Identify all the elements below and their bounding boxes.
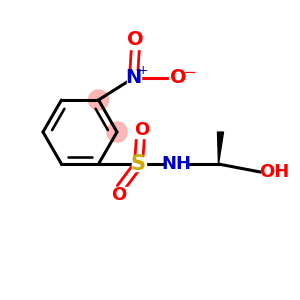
Bar <box>127 31 145 49</box>
Circle shape <box>107 122 127 142</box>
Bar <box>212 116 229 128</box>
Bar <box>263 165 286 179</box>
Bar <box>166 156 188 172</box>
Text: O: O <box>127 31 144 50</box>
Text: OH: OH <box>260 163 290 181</box>
Text: O: O <box>170 68 187 88</box>
Bar <box>127 71 140 85</box>
Text: NH: NH <box>161 155 191 173</box>
Polygon shape <box>218 132 224 164</box>
Text: O: O <box>134 121 149 139</box>
Text: −: − <box>183 65 196 80</box>
Text: S: S <box>131 154 146 174</box>
Text: N: N <box>125 68 142 88</box>
Circle shape <box>88 90 109 110</box>
Bar <box>110 187 127 203</box>
Bar <box>169 70 190 86</box>
Text: O: O <box>111 186 126 204</box>
Bar <box>134 122 149 138</box>
Bar <box>131 157 146 171</box>
Text: +: + <box>137 64 148 77</box>
